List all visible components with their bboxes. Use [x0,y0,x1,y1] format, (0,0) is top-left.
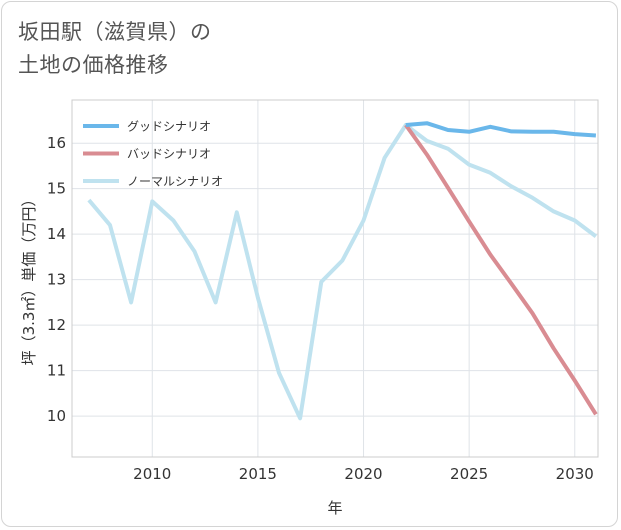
y-tick-label: 14 [47,225,66,243]
y-tick-label: 11 [47,362,66,380]
title-line-1: 坂田駅（滋賀県）の [18,20,212,44]
title-line-2: 土地の価格推移 [18,53,169,77]
y-tick-label: 10 [47,407,66,425]
y-tick-labels: 10 11 12 13 14 15 16 [47,134,66,425]
y-tick-label: 16 [47,134,66,152]
x-tick-label: 2020 [344,465,382,483]
x-tick-label: 2025 [450,465,488,483]
y-axis-label: 坪（3.3㎡）単価（万円） [20,192,38,366]
y-tick-label: 12 [47,316,66,334]
x-tick-label: 2030 [556,465,594,483]
plot-frame [71,99,599,458]
series-layer [87,121,598,421]
x-tick-labels: 2010 2015 2020 2025 2030 [133,465,594,483]
legend-label-3: ノーマルシナリオ [127,175,223,189]
x-tick-label: 2010 [133,465,171,483]
x-axis-label: 年 [327,499,342,517]
page-title: 坂田駅（滋賀県）の 土地の価格推移 [18,16,212,82]
series-line-1 [405,121,597,138]
y-tick-label: 13 [47,271,66,289]
x-tick-label: 2015 [239,465,277,483]
legend-label-2: バッドシナリオ [127,147,211,161]
legend-label-1: グッドシナリオ [127,120,211,134]
grid-lines [72,100,598,457]
y-tick-label: 15 [47,180,66,198]
series-line-2 [404,123,598,416]
series-line-3 [87,123,598,421]
